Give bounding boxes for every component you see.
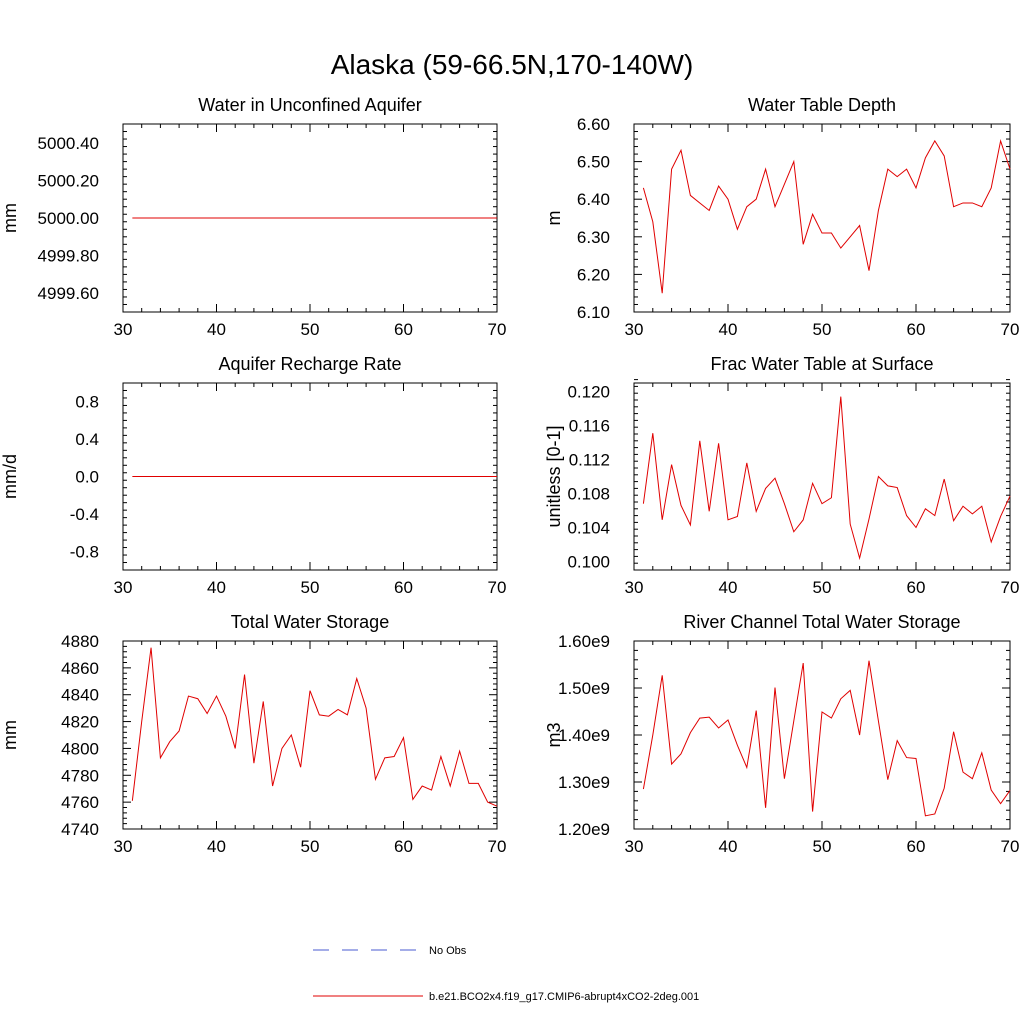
y-tick-label: 4880 — [61, 632, 99, 651]
series-line — [642, 396, 1011, 561]
x-tick-label: 40 — [719, 578, 738, 597]
y-tick-label: 0.112 — [569, 451, 610, 470]
chart-panel: Total Water Storage 30 40 50 60 70 4740 4760 478… — [0, 612, 506, 856]
x-tick-label: 70 — [1001, 578, 1020, 597]
panel-title: Water Table Depth — [748, 95, 896, 115]
y-axis-label: mm — [0, 203, 20, 233]
x-tick-label: 60 — [394, 320, 413, 339]
x-tick-label: 50 — [301, 578, 320, 597]
x-tick-label: 40 — [207, 837, 226, 856]
y-tick-label: -0.8 — [70, 542, 99, 561]
legend-label-model-run: b.e21.BCO2x4.f19_g17.CMIP6-abrupt4xCO2-2… — [429, 991, 699, 1003]
y-tick-label: 4740 — [61, 820, 99, 839]
x-tick-label: 60 — [394, 578, 413, 597]
panel-title: Aquifer Recharge Rate — [218, 354, 401, 374]
y-tick-label: -0.4 — [70, 505, 99, 524]
x-tick-label: 70 — [488, 578, 507, 597]
legend-label-no-obs: No Obs — [429, 945, 467, 957]
y-tick-label: 6.40 — [577, 190, 610, 209]
y-tick-label: 0.100 — [567, 553, 610, 572]
y-tick-label: 0.120 — [567, 383, 610, 402]
series-line — [642, 138, 1011, 294]
y-tick-label: 6.10 — [577, 303, 610, 322]
x-tick-label: 60 — [907, 320, 926, 339]
x-tick-label: 70 — [1001, 837, 1020, 856]
y-tick-label: 4999.80 — [38, 247, 99, 266]
x-tick-label: 50 — [301, 837, 320, 856]
y-axis-label: mm — [0, 720, 20, 750]
x-tick-label: 60 — [907, 578, 926, 597]
x-tick-label: 70 — [488, 837, 507, 856]
y-tick-label: 5000.00 — [38, 209, 99, 228]
y-tick-label: 0.0 — [75, 468, 99, 487]
y-tick-label: 6.60 — [577, 115, 610, 134]
y-tick-label: 6.50 — [577, 153, 610, 172]
y-tick-label: 0.8 — [75, 393, 99, 412]
x-tick-label: 30 — [625, 837, 644, 856]
y-tick-label: 6.30 — [577, 228, 610, 247]
x-tick-label: 30 — [114, 837, 133, 856]
y-tick-label: 0.108 — [567, 485, 610, 504]
x-tick-label: 50 — [813, 320, 832, 339]
x-tick-label: 50 — [813, 578, 832, 597]
y-tick-label: 4840 — [61, 686, 99, 705]
x-tick-label: 60 — [394, 837, 413, 856]
x-tick-label: 70 — [1001, 320, 1020, 339]
x-tick-label: 40 — [719, 837, 738, 856]
chart-panel: Frac Water Table at Surface 30 40 50 60 70 0.1… — [544, 354, 1019, 597]
y-tick-label: 4780 — [61, 766, 99, 785]
y-tick-label: 4760 — [61, 793, 99, 812]
series-line — [642, 660, 1011, 817]
figure-title: Alaska (59-66.5N,170-140W) — [331, 49, 694, 80]
chart-panel: Water in Unconfined Aquifer 30 40 50 60 70 499… — [0, 95, 506, 339]
x-tick-label: 50 — [813, 837, 832, 856]
x-tick-label: 30 — [625, 320, 644, 339]
y-tick-label: 4800 — [61, 739, 99, 758]
y-tick-label: 4820 — [61, 713, 99, 732]
y-axis-label: mm/d — [0, 454, 20, 499]
chart-panel: Aquifer Recharge Rate 30 40 50 60 70 -0.8 -0.4 0… — [0, 354, 506, 597]
y-tick-label: 1.60e9 — [558, 632, 610, 651]
y-axis-label: m — [544, 211, 564, 226]
panel-title: Frac Water Table at Surface — [710, 354, 933, 374]
chart-panels: Water in Unconfined Aquifer 30 40 50 60 70 499… — [0, 95, 1019, 856]
y-tick-label: 1.50e9 — [558, 679, 610, 698]
y-tick-label: 6.20 — [577, 265, 610, 284]
legend: No Obs b.e21.BCO2x4.f19_g17.CMIP6-abrupt… — [313, 945, 699, 1003]
y-axis-label: m3 — [544, 722, 564, 747]
panel-title: Total Water Storage — [231, 612, 389, 632]
x-tick-label: 40 — [207, 320, 226, 339]
x-tick-label: 40 — [207, 578, 226, 597]
x-tick-label: 60 — [907, 837, 926, 856]
y-tick-label: 5000.20 — [38, 171, 99, 190]
y-tick-label: 4860 — [61, 659, 99, 678]
x-tick-label: 30 — [114, 320, 133, 339]
x-tick-label: 70 — [488, 320, 507, 339]
panel-title: River Channel Total Water Storage — [683, 612, 960, 632]
y-tick-label: 0.116 — [569, 417, 610, 436]
panel-title: Water in Unconfined Aquifer — [198, 95, 421, 115]
x-tick-label: 50 — [301, 320, 320, 339]
y-tick-label: 0.104 — [567, 519, 610, 538]
y-tick-label: 4999.60 — [38, 284, 99, 303]
y-tick-label: 0.4 — [75, 430, 99, 449]
x-tick-label: 40 — [719, 320, 738, 339]
series-line — [131, 647, 498, 807]
x-tick-label: 30 — [114, 578, 133, 597]
y-tick-label: 1.20e9 — [558, 820, 610, 839]
chart-panel: Water Table Depth 30 40 50 60 70 6.10 6.20 6.30 6… — [544, 95, 1019, 339]
chart-panel: River Channel Total Water Storage 30 40 50 6… — [544, 612, 1019, 856]
y-axis-label: unitless [0-1] — [544, 425, 564, 527]
x-tick-label: 30 — [625, 578, 644, 597]
y-tick-label: 1.40e9 — [558, 726, 610, 745]
y-tick-label: 1.30e9 — [558, 773, 610, 792]
y-tick-label: 5000.40 — [38, 134, 99, 153]
